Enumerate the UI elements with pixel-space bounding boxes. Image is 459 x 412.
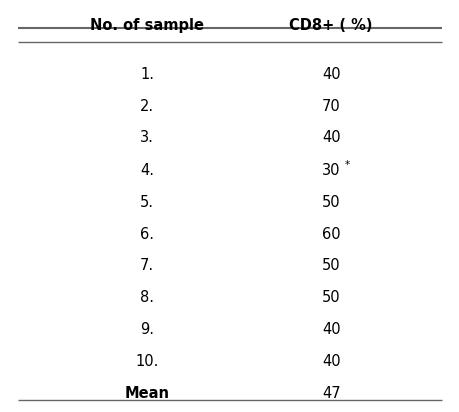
Text: 40: 40 xyxy=(321,131,340,145)
Text: 2.: 2. xyxy=(140,98,154,113)
Text: 10.: 10. xyxy=(135,354,158,370)
Text: 8.: 8. xyxy=(140,290,154,306)
Text: 47: 47 xyxy=(321,386,340,402)
Text: 4.: 4. xyxy=(140,162,154,178)
Text: 30: 30 xyxy=(321,162,340,178)
Text: 1.: 1. xyxy=(140,66,154,82)
Text: CD8+ ( %): CD8+ ( %) xyxy=(289,18,372,33)
Text: 70: 70 xyxy=(321,98,340,113)
Text: 40: 40 xyxy=(321,323,340,337)
Text: 50: 50 xyxy=(321,258,340,274)
Text: 40: 40 xyxy=(321,66,340,82)
Text: 5.: 5. xyxy=(140,194,154,209)
Text: 9.: 9. xyxy=(140,323,154,337)
Text: 60: 60 xyxy=(321,227,340,241)
Text: 7.: 7. xyxy=(140,258,154,274)
Text: 6.: 6. xyxy=(140,227,154,241)
Text: 40: 40 xyxy=(321,354,340,370)
Text: *: * xyxy=(344,160,350,170)
Text: 50: 50 xyxy=(321,290,340,306)
Text: No. of sample: No. of sample xyxy=(90,18,204,33)
Text: 3.: 3. xyxy=(140,131,154,145)
Text: 50: 50 xyxy=(321,194,340,209)
Text: Mean: Mean xyxy=(124,386,169,402)
